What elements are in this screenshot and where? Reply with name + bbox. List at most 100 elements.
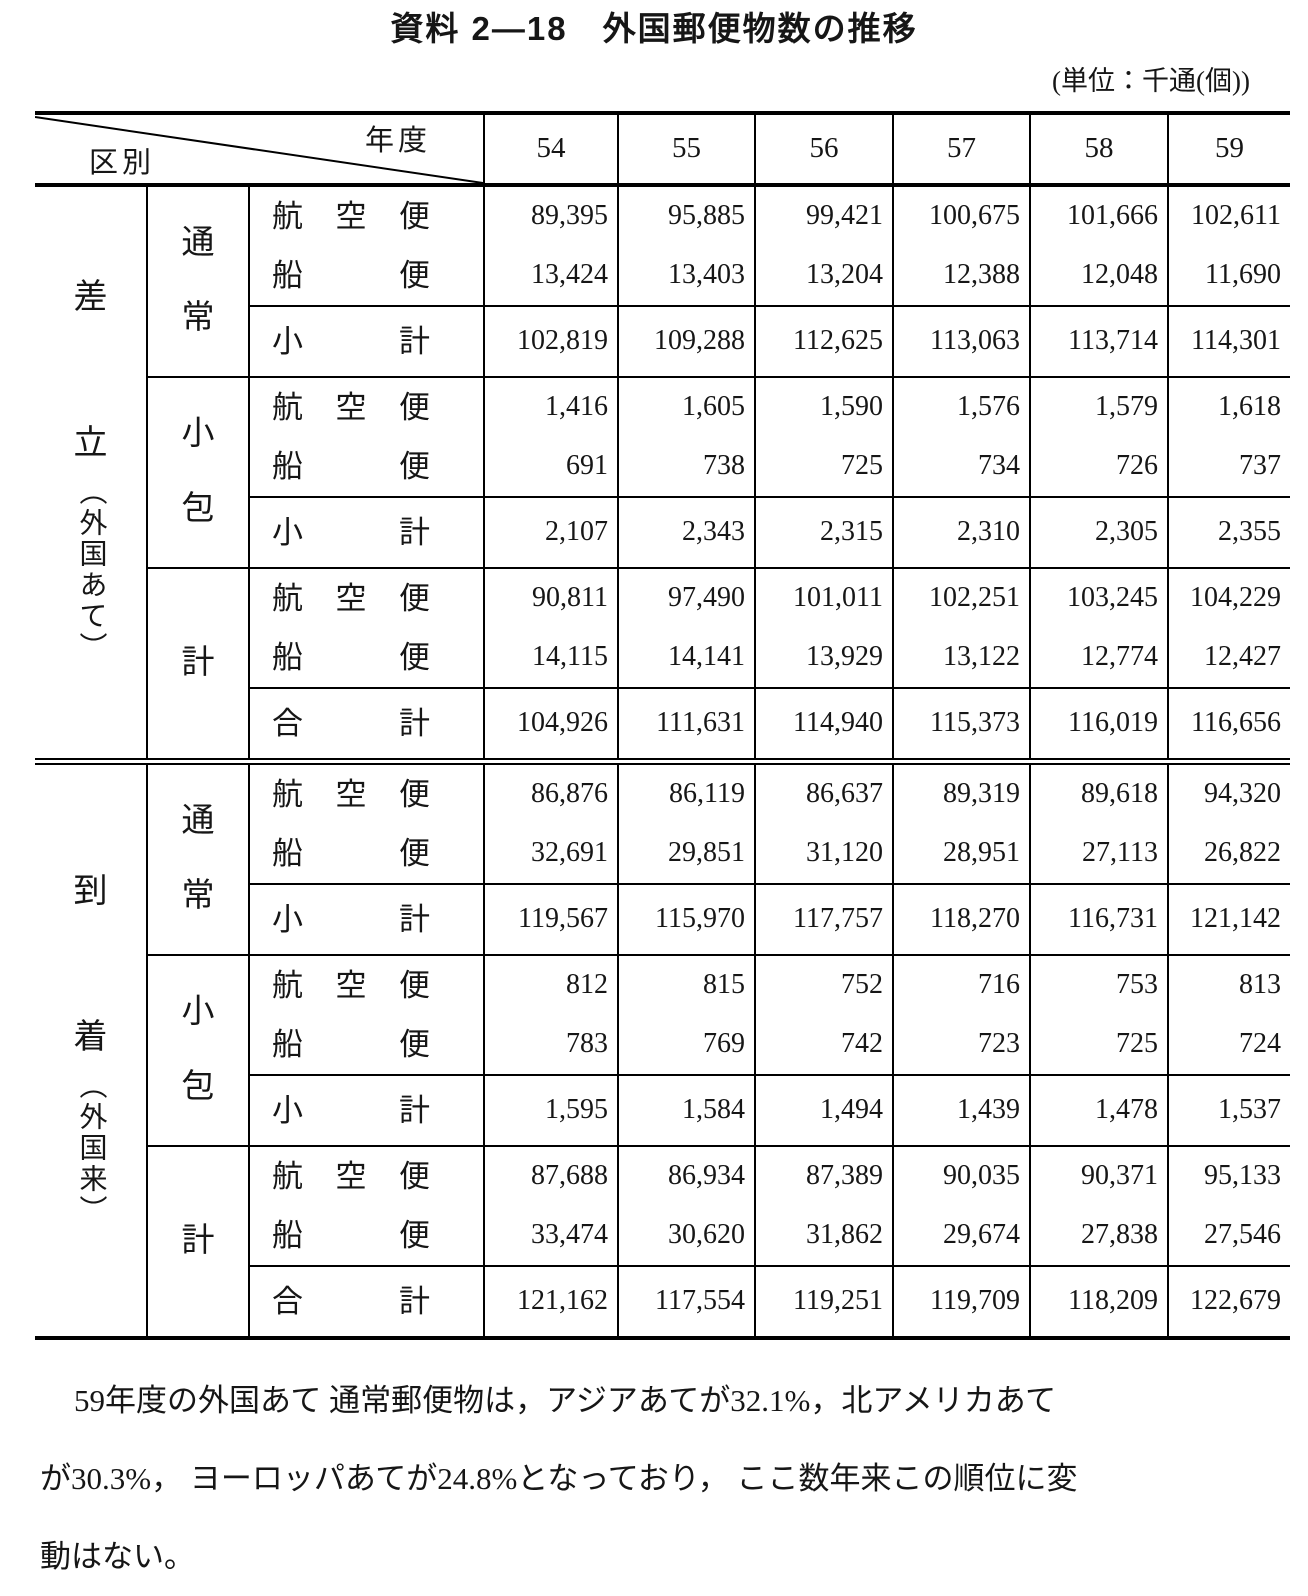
value-cell: 13,403 [617, 245, 756, 307]
mail-volume-table: 年度 区別 54 55 56 57 58 59 差立（外国あて）通常航空便 89,… [35, 110, 1291, 1340]
subgroup-label: 通常 [148, 187, 248, 376]
table-row: 差立（外国あて）通常航空便 89,395 95,885 99,421 100,675 10… [35, 184, 1291, 765]
group-cell: 到着 （外国来） [35, 761, 147, 1338]
subgroup-cell: 小包 [146, 954, 249, 1147]
row-label: 航空便 [272, 201, 430, 232]
row-label-char: 船 [272, 448, 303, 484]
value-cell: 86,876 [483, 761, 619, 824]
row-label-cell: 航空便 [247, 567, 485, 628]
section-arrived: 到着（外国来）通常航空便 86,876 86,119 86,637 89,319 89,6… [35, 761, 1291, 1339]
row-label: 航空便 [272, 1161, 430, 1192]
value-cell: 29,674 [892, 1205, 1031, 1267]
value-cell: 769 [617, 1014, 756, 1076]
row-label-char: 船 [272, 1026, 303, 1062]
subgroup-label-char: 計 [181, 644, 215, 681]
value-cell: 14,115 [483, 627, 619, 689]
value-cell: 1,416 [483, 376, 619, 437]
row-label: 合計 [272, 708, 430, 739]
diagonal-divider-line [35, 115, 483, 183]
table-header-row: 年度 区別 54 55 56 57 58 59 [35, 112, 1291, 187]
row-label-char: 合 [272, 705, 303, 741]
row-label-char: 航 [272, 776, 303, 812]
row-label-char: 航 [272, 1158, 303, 1194]
row-label: 小計 [272, 904, 430, 935]
value-cell: 691 [483, 436, 619, 498]
subgroup-label-char: 計 [181, 1222, 215, 1259]
group-label: 到着 （外国来） [35, 765, 146, 1336]
value-cell: 2,107 [483, 496, 619, 569]
year-header: 54 [483, 112, 619, 187]
row-label-char: 便 [399, 967, 430, 1003]
subgroup-cell: 通常 [146, 761, 249, 956]
page-title: 資料 2—18 外国郵便物数の推移 [390, 10, 918, 47]
value-cell: 723 [892, 1014, 1031, 1076]
value-cell: 116,019 [1029, 687, 1169, 765]
row-label: 小計 [272, 326, 430, 357]
axis-label-year: 年度 [365, 124, 432, 157]
row-label-char: 空 [335, 776, 367, 812]
group-label-paren: （外国あて） [75, 477, 107, 664]
value-cell: 2,315 [754, 496, 894, 569]
value-cell: 95,133 [1167, 1145, 1291, 1206]
subgroup-label-char: 常 [181, 878, 215, 915]
value-cell: 89,618 [1029, 761, 1169, 824]
table-row: 到着（外国来）通常航空便 86,876 86,119 86,637 89,319 89,6… [35, 761, 1291, 1226]
value-cell: 97,490 [617, 567, 756, 628]
value-cell: 716 [892, 954, 1031, 1015]
row-label: 航空便 [272, 583, 430, 614]
value-cell: 2,343 [617, 496, 756, 569]
axis-label-category: 区別 [89, 146, 156, 179]
value-cell: 90,811 [483, 567, 619, 628]
value-cell: 119,251 [754, 1265, 894, 1339]
value-cell: 102,611 [1167, 184, 1291, 246]
table-row: 船便 33,474 30,620 31,862 29,674 27,838 27,546 [35, 1205, 1291, 1267]
value-cell: 102,251 [892, 567, 1031, 628]
row-label: 船便 [272, 642, 430, 673]
footnote-paragraph: 59年度の外国あて 通常郵便物は，アジアあてが32.1%，北アメリカあて が30… [40, 1362, 1270, 1596]
group-label-char: 差 [73, 279, 108, 317]
table-row: 船便 32,691 29,851 31,120 28,951 27,113 26,822 [35, 823, 1291, 885]
value-cell: 28,951 [892, 823, 1031, 885]
section-dispatched: 差立（外国あて）通常航空便 89,395 95,885 99,421 100,675 10… [35, 184, 1291, 765]
row-label: 船便 [272, 1029, 430, 1060]
value-cell: 118,209 [1029, 1265, 1169, 1339]
subgroup-cell: 計 [146, 1145, 249, 1339]
value-cell: 90,371 [1029, 1145, 1169, 1206]
value-cell: 111,631 [617, 687, 756, 765]
value-cell: 1,439 [892, 1074, 1031, 1147]
value-cell: 102,819 [483, 305, 619, 378]
value-cell: 783 [483, 1014, 619, 1076]
value-cell: 1,478 [1029, 1074, 1169, 1147]
table-row: 合計 121,162 117,554 119,251 119,709 118,209 122… [35, 1265, 1291, 1339]
row-label-char: 便 [399, 1217, 430, 1253]
subgroup-label-char: 小 [181, 416, 215, 453]
row-label-char: 計 [399, 901, 430, 937]
row-label-char: 便 [399, 1026, 430, 1062]
group-label: 差立 （外国あて） [35, 187, 146, 758]
table-row: 小計 1,595 1,584 1,494 1,439 1,478 1,537 [35, 1074, 1291, 1147]
year-header: 58 [1029, 112, 1169, 187]
row-label-char: 空 [335, 1158, 367, 1194]
value-cell: 122,679 [1167, 1265, 1291, 1339]
row-label-cell: 船便 [247, 823, 485, 885]
row-label-char: 空 [335, 967, 367, 1003]
subgroup-label: 計 [148, 1147, 248, 1336]
row-label-char: 便 [399, 448, 430, 484]
value-cell: 86,637 [754, 761, 894, 824]
row-label-char: 便 [399, 776, 430, 812]
value-cell: 103,245 [1029, 567, 1169, 628]
value-cell: 119,567 [483, 883, 619, 956]
row-label-cell: 船便 [247, 245, 485, 307]
row-label: 合計 [272, 1286, 430, 1317]
row-label: 小計 [272, 1095, 430, 1126]
value-cell: 116,731 [1029, 883, 1169, 956]
table-row: 合計 104,926 111,631 114,940 115,373 116,019 116… [35, 687, 1291, 765]
subgroup-label: 小包 [148, 956, 248, 1145]
subgroup-cell: 通常 [146, 184, 249, 378]
value-cell: 118,270 [892, 883, 1031, 956]
row-label-char: 航 [272, 967, 303, 1003]
value-cell: 113,714 [1029, 305, 1169, 378]
value-cell: 117,757 [754, 883, 894, 956]
value-cell: 113,063 [892, 305, 1031, 378]
row-label-char: 計 [399, 323, 430, 359]
